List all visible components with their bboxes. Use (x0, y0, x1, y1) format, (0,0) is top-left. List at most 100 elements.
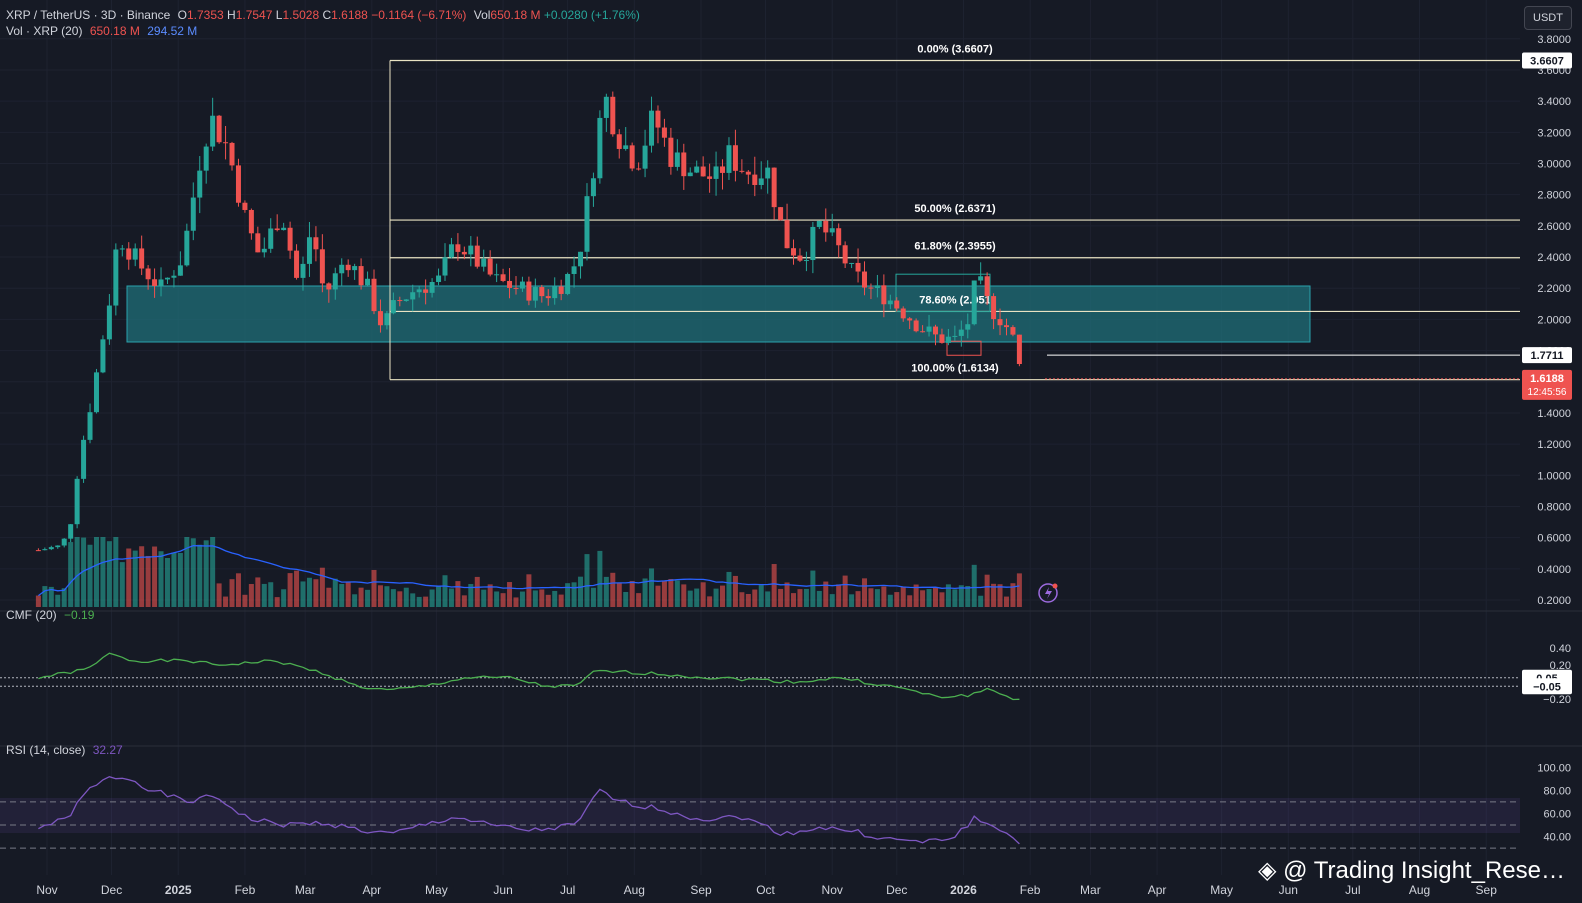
volume-bar (578, 576, 584, 607)
candle (584, 196, 590, 252)
candle (145, 268, 151, 280)
candle (410, 292, 416, 300)
price-badge-bg (1522, 347, 1572, 364)
alert-icon[interactable] (1038, 583, 1058, 603)
candle (674, 152, 680, 167)
candle (48, 547, 54, 550)
candle (991, 296, 997, 320)
candle (823, 220, 829, 233)
rsi-indicator (38, 776, 1020, 845)
candle (113, 249, 119, 306)
cmf-legend-label: CMF (20) (6, 608, 57, 622)
candle (900, 308, 906, 319)
candle (558, 286, 564, 294)
time-tick-label: Feb (1020, 883, 1041, 897)
candle (365, 278, 371, 286)
candle (578, 251, 584, 267)
candle (661, 127, 667, 138)
fib-label: 78.60% (2.051 (919, 294, 991, 306)
volume-bar (93, 537, 99, 607)
volume-bar (132, 550, 138, 607)
candle (268, 228, 274, 249)
time-tick-label: Dec (886, 883, 907, 897)
volume-bar (332, 578, 338, 607)
volume-bar (448, 588, 454, 607)
candle (74, 478, 80, 525)
volume-bar (642, 578, 648, 607)
volume-bar (913, 584, 919, 607)
volume-bar (87, 544, 93, 607)
volume-bar (377, 585, 383, 607)
volume-bar (532, 590, 538, 607)
candle (836, 228, 842, 246)
volume-bar (797, 589, 803, 607)
candle (390, 300, 396, 314)
high-label: H1.7547 (227, 8, 273, 22)
vol-change-label: +0.0280 (+1.76%) (543, 8, 640, 22)
candle (100, 339, 106, 373)
volume-bar (326, 587, 332, 607)
candle (939, 334, 945, 343)
volume-bar (248, 584, 254, 607)
volume-bar (649, 568, 655, 607)
candle (139, 248, 145, 269)
rsi-tick-label: 100.00 (1537, 762, 1571, 774)
volume-bar (106, 541, 112, 607)
candle (507, 280, 513, 288)
volume-bar (487, 584, 493, 607)
candle (461, 251, 467, 255)
candle (610, 96, 616, 135)
price-badge: 1.7711 (1530, 350, 1563, 362)
volume-bar (410, 593, 416, 607)
volume-bar (494, 591, 500, 607)
grid-lines (0, 0, 1520, 875)
volume-bar (526, 574, 532, 607)
rsi-line (38, 776, 1020, 845)
volume-bar (255, 577, 261, 607)
currency-button[interactable]: USDT (1524, 6, 1572, 30)
candle (590, 178, 596, 197)
candle (758, 178, 764, 185)
candle (513, 287, 519, 289)
symbol-label[interactable]: XRP / TetherUS · 3D · Binance (6, 8, 171, 22)
volume-bar (513, 597, 519, 607)
time-tick-label: Apr (363, 883, 382, 897)
candle (81, 439, 87, 479)
binance-logo-icon: ◈ (1258, 857, 1277, 884)
candle (603, 96, 609, 118)
candle (306, 237, 312, 264)
volume-bar (216, 583, 222, 607)
rsi-legend-label: RSI (14, close) (6, 743, 86, 757)
candle (810, 226, 816, 261)
volume-bar (474, 576, 480, 607)
time-tick-label: Mar (295, 883, 316, 897)
candle (403, 299, 409, 301)
candle (352, 266, 358, 271)
cmf-badge-bg (1522, 678, 1572, 695)
volume-bar (932, 587, 938, 607)
volume-bar (436, 586, 442, 607)
cmf-badge: −0.05 (1533, 681, 1561, 693)
candle (687, 172, 693, 177)
candle (565, 273, 571, 294)
candle (158, 279, 164, 287)
candle (436, 275, 442, 282)
volume-bars (35, 537, 1022, 607)
candle (887, 300, 893, 305)
candle (668, 137, 674, 167)
candle (55, 545, 61, 548)
candle (494, 274, 500, 276)
candle (971, 280, 977, 325)
volume-bar (610, 572, 616, 607)
volume-bar (739, 592, 745, 607)
volume-bar (158, 551, 164, 607)
rsi-legend: RSI (14, close) 32.27 (6, 743, 127, 757)
volume-bar (616, 583, 622, 607)
volume-bar (571, 582, 577, 607)
volume-bar (184, 537, 190, 607)
volume-bar (481, 589, 487, 607)
candle (907, 318, 913, 321)
volume-bar (674, 580, 680, 607)
